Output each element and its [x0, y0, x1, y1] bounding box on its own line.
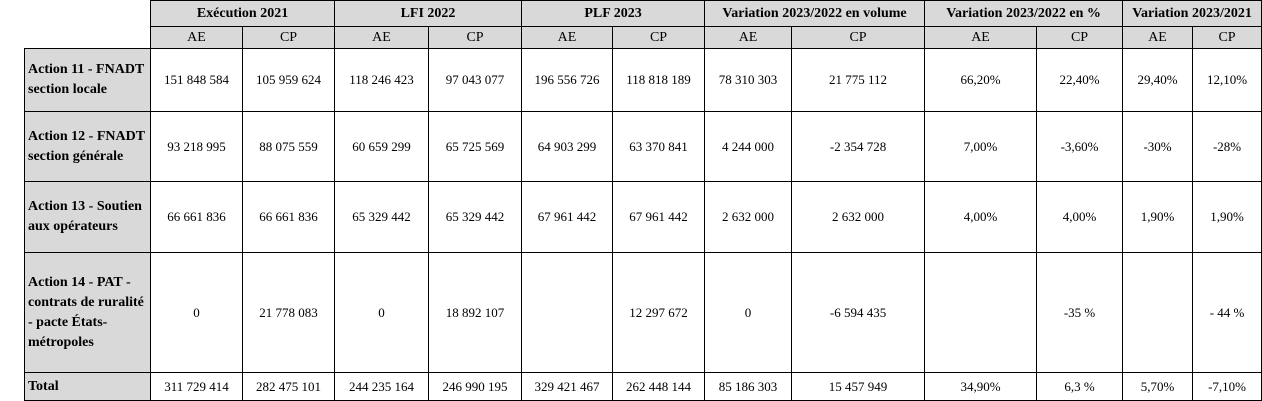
subheader: AE — [150, 26, 243, 49]
cell: 4 244 000 — [704, 111, 793, 182]
subheader: AE — [521, 26, 614, 49]
subheader: AE — [1122, 26, 1194, 49]
group-header: PLF 2023 — [521, 0, 706, 27]
cell: 22,40% — [1036, 48, 1124, 112]
cell: -35 % — [1036, 252, 1124, 373]
cell: 12 297 672 — [612, 252, 706, 373]
row-label: Action 12 - FNADT section générale — [24, 111, 151, 182]
cell: - 44 % — [1192, 252, 1262, 373]
cell: -7,10% — [1192, 372, 1262, 401]
subheader: CP — [612, 26, 706, 49]
subheader: AE — [704, 26, 793, 49]
cell: 311 729 414 — [150, 372, 243, 401]
subheader-row: AE CP AE CP AE CP AE CP AE CP AE CP — [25, 26, 1262, 49]
group-header: Variation 2023/2021 — [1122, 0, 1262, 27]
table-row: Total 311 729 414 282 475 101 244 235 164 24… — [24, 372, 1262, 401]
cell: 21 778 083 — [241, 252, 336, 373]
subheader: CP — [1192, 26, 1262, 49]
cell: -6 594 435 — [791, 252, 926, 373]
cell: 4,00% — [1036, 181, 1124, 253]
cell: 21 775 112 — [791, 48, 926, 112]
row-label: Total — [24, 372, 151, 401]
subheader: CP — [241, 26, 336, 49]
cell: 66 661 836 — [241, 181, 336, 253]
cell: 34,90% — [924, 372, 1038, 401]
cell: 5,70% — [1122, 372, 1194, 401]
cell — [521, 252, 614, 373]
cell: 1,90% — [1122, 181, 1194, 253]
cell: 4,00% — [924, 181, 1038, 253]
cell: 15 457 949 — [791, 372, 926, 401]
cell: 118 246 423 — [334, 48, 430, 112]
cell — [924, 252, 1038, 373]
cell: 0 — [704, 252, 793, 373]
corner — [25, 1, 151, 27]
cell: 97 043 077 — [428, 48, 523, 112]
cell: 6,3 % — [1036, 372, 1124, 401]
subheader: CP — [428, 26, 523, 49]
row-label: Action 11 - FNADT section locale — [24, 48, 151, 112]
cell: -30% — [1122, 111, 1194, 182]
cell: 29,40% — [1122, 48, 1194, 112]
table-body: Action 11 - FNADT section locale 151 848 … — [24, 48, 1262, 401]
header-row: Exécution 2021 LFI 2022 PLF 2023 Variation … — [25, 0, 1262, 27]
cell: 105 959 624 — [241, 48, 336, 112]
cell: -2 354 728 — [791, 111, 926, 182]
table-row: Action 12 - FNADT section générale 93 218… — [24, 111, 1262, 182]
cell: 329 421 467 — [521, 372, 614, 401]
cell: 7,00% — [924, 111, 1038, 182]
cell: 85 186 303 — [704, 372, 793, 401]
cell: 196 556 726 — [521, 48, 614, 112]
budget-table: Exécution 2021 LFI 2022 PLF 2023 Variation … — [24, 0, 1262, 401]
cell: 93 218 995 — [150, 111, 243, 182]
cell: 18 892 107 — [428, 252, 523, 373]
cell: 246 990 195 — [428, 372, 523, 401]
cell: 63 370 841 — [612, 111, 706, 182]
cell: 151 848 584 — [150, 48, 243, 112]
cell: 65 725 569 — [428, 111, 523, 182]
cell: 67 961 442 — [612, 181, 706, 253]
group-header: Variation 2023/2022 en volume — [704, 0, 926, 27]
subheader: CP — [1036, 26, 1124, 49]
group-header: Exécution 2021 — [149, 0, 336, 27]
cell: 282 475 101 — [241, 372, 336, 401]
row-label: Action 13 - Soutien aux opérateurs — [24, 181, 151, 253]
table-row: Action 13 - Soutien aux opérateurs 66 661… — [24, 181, 1262, 253]
cell: 67 961 442 — [521, 181, 614, 253]
cell: 12,10% — [1192, 48, 1262, 112]
cell: 2 632 000 — [791, 181, 926, 253]
cell: 2 632 000 — [704, 181, 793, 253]
subheader: CP — [791, 26, 926, 49]
cell: 118 818 189 — [612, 48, 706, 112]
cell: 88 075 559 — [241, 111, 336, 182]
table-row: Action 11 - FNADT section locale 151 848 … — [24, 48, 1262, 112]
cell: 78 310 303 — [704, 48, 793, 112]
cell: 66 661 836 — [150, 181, 243, 253]
cell: 65 329 442 — [334, 181, 430, 253]
cell: 64 903 299 — [521, 111, 614, 182]
row-label: Action 14 - PAT - contrats de ruralité -… — [24, 252, 151, 373]
cell: 1,90% — [1192, 181, 1262, 253]
cell: 0 — [150, 252, 243, 373]
cell: 66,20% — [924, 48, 1038, 112]
cell: 60 659 299 — [334, 111, 430, 182]
cell: 0 — [334, 252, 430, 373]
corner — [25, 27, 151, 49]
table-row: Action 14 - PAT - contrats de ruralité -… — [24, 252, 1262, 373]
cell: 65 329 442 — [428, 181, 523, 253]
group-header: Variation 2023/2022 en % — [924, 0, 1124, 27]
group-header: LFI 2022 — [334, 0, 523, 27]
cell — [1122, 252, 1194, 373]
cell: 262 448 144 — [612, 372, 706, 401]
cell: -28% — [1192, 111, 1262, 182]
cell: 244 235 164 — [334, 372, 430, 401]
subheader: AE — [334, 26, 430, 49]
subheader: AE — [924, 26, 1038, 49]
cell: -3,60% — [1036, 111, 1124, 182]
